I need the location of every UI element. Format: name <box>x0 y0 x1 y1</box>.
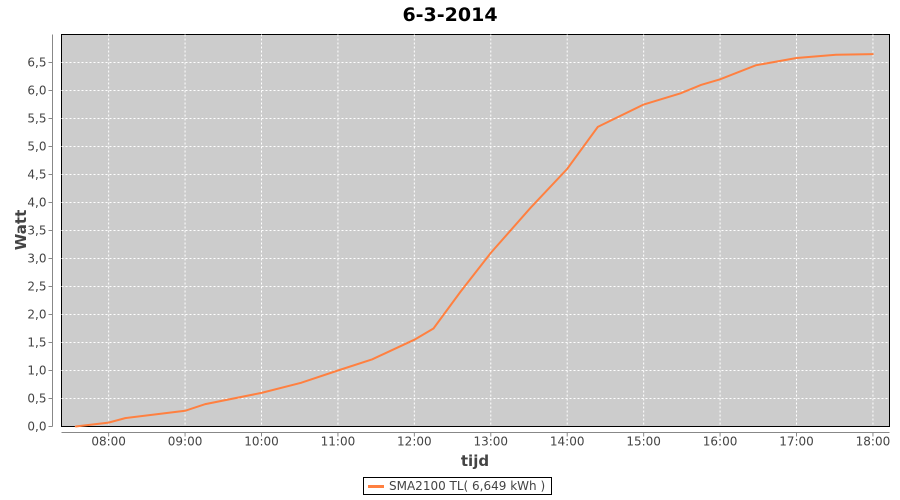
legend-label: SMA2100 TL( 6,649 kWh ) <box>389 479 546 493</box>
y-tick-label: 5,5 <box>27 112 46 126</box>
data-point <box>529 207 532 209</box>
data-point <box>835 53 837 56</box>
x-tick-label: 08:00 <box>91 435 126 449</box>
x-tick-label: 12:00 <box>397 435 432 449</box>
data-point <box>204 403 207 405</box>
y-tick-label: 0,0 <box>27 420 46 434</box>
legend: SMA2100 TL( 6,649 kWh ) <box>363 477 553 495</box>
chart-title: 6-3-2014 <box>402 4 498 26</box>
data-point <box>872 53 874 55</box>
data-point <box>371 358 374 361</box>
data-point <box>432 327 435 330</box>
y-tick-label: 4,5 <box>27 168 46 182</box>
data-point <box>596 126 599 128</box>
y-tick-label: 4,0 <box>27 196 46 210</box>
y-tick-label: 0,5 <box>27 392 46 406</box>
y-tick-label: 2,0 <box>27 308 46 322</box>
x-tick-label: 16:00 <box>703 435 738 449</box>
data-point <box>413 338 416 341</box>
y-tick-label: 6,0 <box>27 84 46 98</box>
y-tick-label: 3,5 <box>27 224 46 238</box>
x-tick-label: 09:00 <box>168 435 203 449</box>
data-point <box>260 392 263 394</box>
data-point <box>566 168 569 170</box>
data-point <box>489 252 492 254</box>
data-point <box>795 57 798 59</box>
data-point <box>74 425 77 428</box>
y-axis-label: Watt <box>12 210 30 250</box>
x-tick-label: 13:00 <box>473 435 508 449</box>
data-point <box>124 417 126 419</box>
x-tick-label: 17:00 <box>779 435 814 449</box>
x-tick-label: 10:00 <box>244 435 279 449</box>
data-point <box>679 92 682 95</box>
data-point <box>642 103 645 106</box>
data-point <box>107 421 110 424</box>
y-tick-label: 5,0 <box>27 140 46 154</box>
series-line <box>75 53 873 428</box>
legend-swatch <box>368 484 384 488</box>
y-tick-label: 1,0 <box>27 364 46 378</box>
y-tick-label: 3,0 <box>27 252 46 266</box>
y-tick-label: 6,5 <box>27 56 46 70</box>
data-point <box>700 84 702 86</box>
data-point <box>337 369 339 372</box>
y-tick-label: 1,5 <box>27 336 46 350</box>
grid <box>61 34 890 427</box>
x-tick-label: 11:00 <box>321 435 356 449</box>
axes: 0,0 0,5 1,0 1,5 2,0 2,5 3,0 3,5 4,0 4,5 5,0 5,5 6,0 6… <box>27 34 891 449</box>
series <box>74 53 874 428</box>
data-point <box>184 410 186 412</box>
data-point <box>459 291 462 293</box>
data-point <box>300 382 302 384</box>
x-axis-label: tijd <box>461 452 489 470</box>
x-tick-label: 15:00 <box>626 435 661 449</box>
y-tick-label: 2,5 <box>27 280 46 294</box>
data-point <box>719 78 721 81</box>
x-tick-label: 18:00 <box>856 435 891 449</box>
data-point <box>754 64 757 67</box>
x-tick-label: 14:00 <box>550 435 585 449</box>
